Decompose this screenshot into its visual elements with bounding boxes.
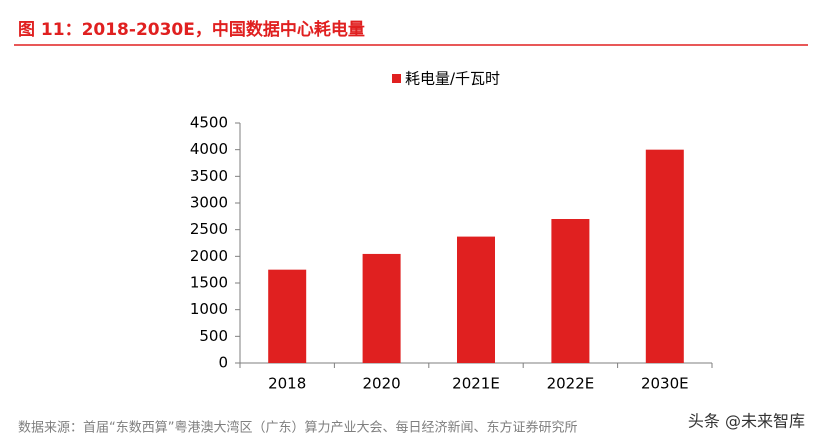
y-tick-label: 4000 xyxy=(190,140,228,158)
watermark: 头条 @未来智库 xyxy=(688,412,805,431)
y-tick-label: 2500 xyxy=(190,220,228,238)
chart-title: 图 11：2018-2030E，中国数据中心耗电量 xyxy=(18,19,365,40)
x-tick-label: 2022E xyxy=(547,375,595,393)
x-tick-label: 2018 xyxy=(268,375,306,393)
y-tick-label: 3500 xyxy=(190,167,228,185)
legend-label: 耗电量/千瓦时 xyxy=(405,70,500,88)
x-tick-label: 2021E xyxy=(452,375,500,393)
x-tick-label: 2030E xyxy=(641,375,689,393)
bar xyxy=(457,236,495,363)
y-tick-label: 1000 xyxy=(190,300,228,318)
bar xyxy=(268,269,307,363)
legend-swatch xyxy=(392,74,401,83)
bar xyxy=(645,149,684,363)
y-tick-label: 0 xyxy=(218,354,228,372)
bar xyxy=(551,219,590,363)
y-tick-label: 1500 xyxy=(190,274,228,292)
y-tick-label: 4500 xyxy=(190,114,228,132)
bar xyxy=(362,253,401,363)
x-tick-label: 2020 xyxy=(363,375,401,393)
y-tick-label: 3000 xyxy=(190,194,228,212)
y-tick-label: 500 xyxy=(199,327,228,345)
source-note: 数据来源：首届“东数西算”粤港澳大湾区（广东）算力产业大会、每日经济新闻、东方证… xyxy=(18,420,577,436)
y-tick-label: 2000 xyxy=(190,247,228,265)
